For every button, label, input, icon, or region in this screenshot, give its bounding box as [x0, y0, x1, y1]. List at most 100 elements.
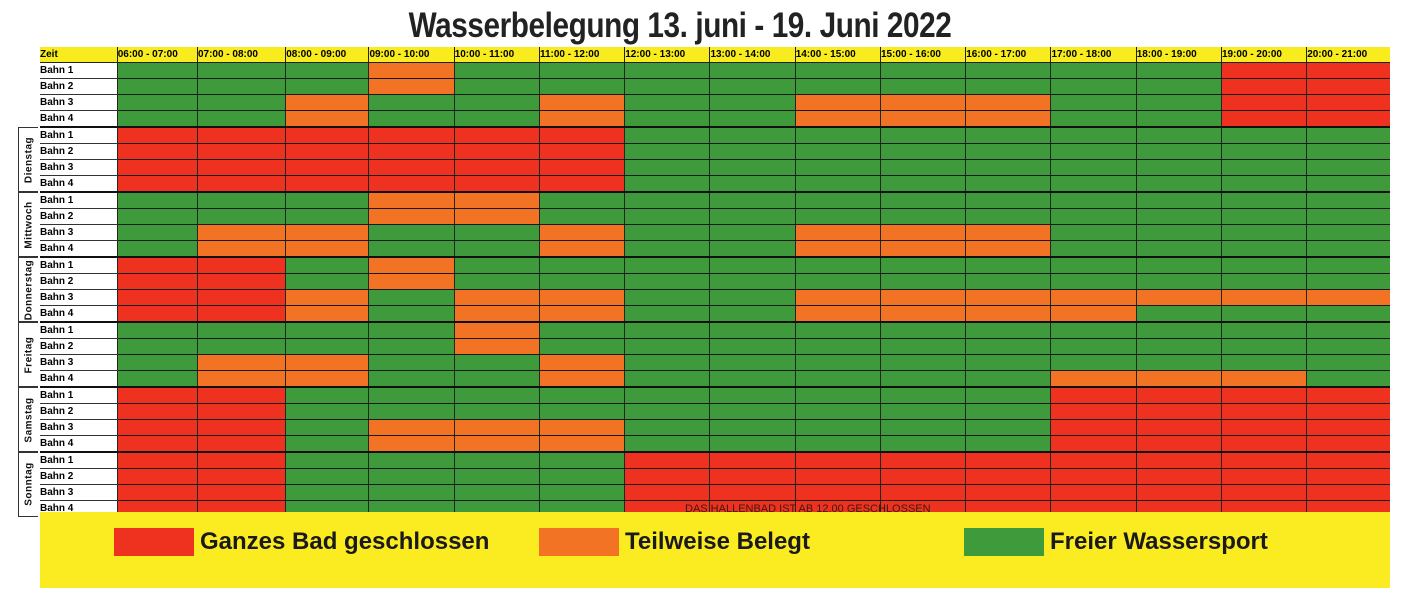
slot-cell-closed	[965, 451, 1051, 469]
slot-cell-closed	[1050, 386, 1137, 404]
slot-cell-partial	[285, 224, 369, 241]
header-slot: 11:00 - 12:00	[538, 47, 625, 63]
lane-row: Bahn 2	[40, 208, 1390, 225]
slot-cell-partial	[1050, 289, 1137, 306]
legend-item-free: Freier Wassersport	[964, 528, 1268, 556]
legend-label-closed: Ganzes Bad geschlossen	[200, 528, 490, 555]
slot-cell-partial	[794, 94, 881, 111]
slot-cell-closed	[1306, 403, 1390, 420]
slot-cell-partial	[368, 419, 455, 436]
slot-cell-closed	[538, 126, 625, 144]
slot-cell-partial	[965, 110, 1051, 128]
slot-cell-partial	[453, 191, 540, 209]
slot-cell-closed	[1306, 435, 1390, 453]
slot-cell-free	[1306, 224, 1390, 241]
header-slot: 10:00 - 11:00	[453, 47, 540, 63]
slot-cell-free	[1306, 338, 1390, 355]
day-label: Donnerstag	[23, 259, 34, 320]
slot-cell-free	[538, 62, 625, 79]
slot-cell-partial	[879, 224, 966, 241]
slot-cell-free	[1306, 354, 1390, 371]
slot-cell-free	[285, 191, 369, 209]
header-slot: 07:00 - 08:00	[196, 47, 286, 63]
lane-row: Bahn 2	[40, 468, 1390, 485]
slot-cell-partial	[368, 256, 455, 274]
lane-row: Bahn 4	[40, 110, 1390, 128]
slot-cell-partial	[794, 305, 881, 323]
slot-cell-partial	[538, 224, 625, 241]
slot-cell-free	[196, 78, 286, 95]
lane-row: Bahn 3	[40, 224, 1390, 241]
slot-cell-free	[624, 191, 710, 209]
slot-cell-free	[624, 435, 710, 453]
header-slot: 19:00 - 20:00	[1220, 47, 1307, 63]
slot-cell-free	[1050, 256, 1137, 274]
slot-cell-closed	[196, 435, 286, 453]
slot-cell-free	[196, 94, 286, 111]
day-label: Mittwoch	[23, 200, 34, 249]
slot-cell-free	[1220, 273, 1307, 290]
slot-cell-partial	[285, 354, 369, 371]
slot-cell-free	[1135, 159, 1222, 176]
slot-cell-closed	[1220, 484, 1307, 501]
slot-cell-free	[368, 484, 455, 501]
slot-cell-free	[794, 338, 881, 355]
header-slot: 18:00 - 19:00	[1135, 47, 1222, 63]
slot-cell-closed	[538, 143, 625, 160]
slot-cell-free	[1220, 338, 1307, 355]
slot-cell-free	[709, 289, 796, 306]
slot-cell-free	[1220, 321, 1307, 339]
slot-cell-free	[285, 386, 369, 404]
header-zeit: Zeit	[40, 47, 118, 63]
slot-cell-free	[965, 159, 1051, 176]
slot-cell-free	[794, 175, 881, 193]
slot-cell-closed	[196, 305, 286, 323]
slot-cell-closed	[709, 484, 796, 501]
slot-cell-free	[709, 224, 796, 241]
lane-label: Bahn 2	[40, 143, 118, 160]
slot-cell-partial	[965, 289, 1051, 306]
slot-cell-free	[624, 354, 710, 371]
slot-cell-free	[1135, 110, 1222, 128]
title-text: Wasserbelegung 13. juni - 19. Juni 2022	[408, 6, 952, 45]
slot-cell-free	[368, 305, 455, 323]
slot-cell-free	[624, 143, 710, 160]
slot-cell-closed	[1306, 94, 1390, 111]
slot-cell-free	[1135, 224, 1222, 241]
lane-label: Bahn 2	[40, 468, 118, 485]
slot-cell-free	[1135, 305, 1222, 323]
slot-cell-free	[965, 419, 1051, 436]
slot-cell-closed	[1050, 451, 1137, 469]
slot-cell-free	[965, 143, 1051, 160]
slot-cell-closed	[116, 143, 198, 160]
slot-cell-free	[453, 354, 540, 371]
slot-cell-free	[709, 62, 796, 79]
slot-cell-partial	[453, 338, 540, 355]
slot-cell-free	[879, 321, 966, 339]
slot-cell-closed	[794, 468, 881, 485]
day-label-box: Sonntag	[18, 452, 38, 517]
slot-cell-free	[116, 354, 198, 371]
slot-cell-free	[1050, 110, 1137, 128]
slot-cell-closed	[624, 451, 710, 469]
slot-cell-closed	[196, 419, 286, 436]
slot-cell-partial	[453, 289, 540, 306]
slot-cell-free	[1135, 321, 1222, 339]
slot-cell-free	[624, 305, 710, 323]
slot-cell-free	[794, 321, 881, 339]
slot-cell-closed	[1135, 435, 1222, 453]
slot-cell-closed	[794, 451, 881, 469]
slot-cell-free	[368, 224, 455, 241]
slot-cell-free	[453, 240, 540, 258]
slot-cell-closed	[116, 468, 198, 485]
slot-cell-free	[624, 208, 710, 225]
slot-cell-free	[285, 62, 369, 79]
slot-cell-free	[1135, 175, 1222, 193]
slot-cell-closed	[196, 143, 286, 160]
slot-cell-free	[368, 338, 455, 355]
slot-cell-partial	[368, 273, 455, 290]
slot-cell-partial	[368, 191, 455, 209]
slot-cell-free	[196, 208, 286, 225]
slot-cell-closed	[285, 143, 369, 160]
slot-cell-closed	[1306, 110, 1390, 128]
